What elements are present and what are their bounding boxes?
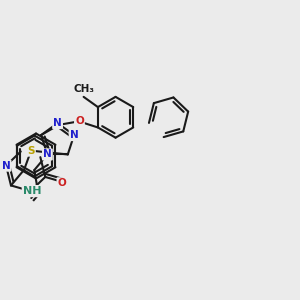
Text: CH₃: CH₃	[73, 84, 94, 94]
Text: N: N	[43, 149, 52, 160]
Text: S: S	[27, 146, 35, 156]
Text: N: N	[70, 130, 78, 140]
Text: N: N	[53, 118, 62, 128]
Text: O: O	[75, 116, 84, 126]
Text: O: O	[58, 178, 66, 188]
Text: N: N	[2, 160, 11, 171]
Text: NH: NH	[23, 186, 41, 196]
